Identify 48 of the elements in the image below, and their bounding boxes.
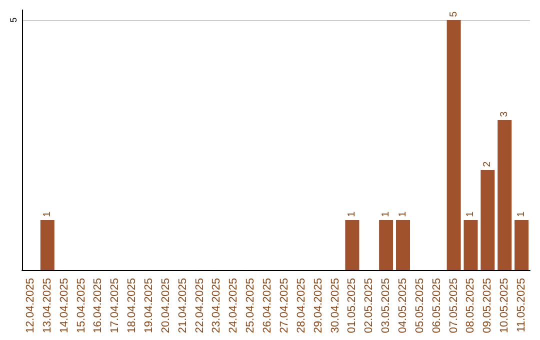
x-tick-label: 13.04.2025 <box>41 278 54 334</box>
bar <box>345 220 360 270</box>
bar <box>379 220 394 270</box>
data-label: 1 <box>380 211 392 217</box>
x-tick-label: 23.04.2025 <box>210 278 223 334</box>
x-tick-label: 12.04.2025 <box>24 278 36 334</box>
data-label: 5 <box>448 11 460 17</box>
x-tick-label: 21.04.2025 <box>176 278 189 334</box>
x-tick-label: 16.04.2025 <box>92 278 104 334</box>
x-tick-label: 18.04.2025 <box>126 278 138 334</box>
x-tick-label: 05.05.2025 <box>414 278 426 334</box>
bar <box>464 220 478 270</box>
bar <box>396 220 410 270</box>
x-tick-label: 20.04.2025 <box>160 278 172 334</box>
x-tick-label: 24.04.2025 <box>228 278 240 334</box>
data-label: 1 <box>465 211 476 217</box>
x-tick-label: 03.05.2025 <box>380 278 392 334</box>
x-tick-label: 11.05.2025 <box>516 278 528 332</box>
data-label: 1 <box>398 211 408 217</box>
bar <box>446 20 461 270</box>
x-tick-label: 10.05.2025 <box>498 278 511 334</box>
data-label: 1 <box>346 211 358 217</box>
x-tick-label: 28.04.2025 <box>295 278 308 334</box>
x-tick-label: 30.04.2025 <box>329 278 342 334</box>
bar <box>480 170 495 270</box>
x-tick-label: 07.05.2025 <box>448 278 460 334</box>
x-tick-label: 09.05.2025 <box>482 278 494 334</box>
bar <box>514 220 529 270</box>
x-tick-label: 08.05.2025 <box>464 278 477 334</box>
x-tick-label: 22.04.2025 <box>194 278 206 334</box>
x-tick-label: 29.04.2025 <box>312 278 324 334</box>
x-tick-label: 02.05.2025 <box>363 278 376 334</box>
x-tick-label: 19.04.2025 <box>143 278 155 334</box>
bar <box>40 220 54 270</box>
x-tick-label: 27.04.2025 <box>278 278 290 334</box>
data-label: 1 <box>42 211 53 217</box>
x-tick-label: 25.04.2025 <box>244 278 257 334</box>
x-tick-label: 17.04.2025 <box>109 278 122 334</box>
x-tick-label: 15.04.2025 <box>75 278 88 334</box>
x-tick-label: 26.04.2025 <box>262 278 274 334</box>
x-tick-label: 14.04.2025 <box>58 278 70 334</box>
x-tick-label: 01.05.2025 <box>346 278 358 334</box>
x-tick-label: 04.05.2025 <box>397 278 409 334</box>
data-label: 3 <box>499 111 510 117</box>
bar <box>498 120 512 270</box>
data-label: 2 <box>482 161 494 167</box>
x-tick-label: 06.05.2025 <box>430 278 443 334</box>
data-label: 1 <box>516 211 528 217</box>
